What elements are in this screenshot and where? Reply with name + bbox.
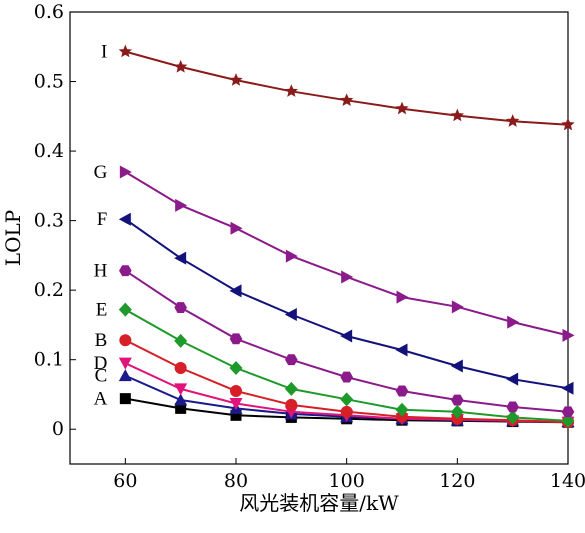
data-point: [285, 249, 298, 263]
series-label-H: H: [94, 261, 108, 282]
data-point: [506, 410, 520, 425]
data-point: [175, 402, 187, 414]
data-point: [285, 398, 298, 411]
data-point: [561, 406, 575, 418]
data-point: [506, 372, 519, 386]
data-point: [395, 343, 408, 357]
y-tick-label: 0.6: [34, 1, 64, 23]
data-point: [230, 384, 242, 397]
y-tick-label: 0.1: [34, 349, 64, 371]
x-tick-label: 100: [329, 470, 365, 492]
series-G: [119, 165, 575, 342]
data-point: [562, 328, 575, 342]
data-point: [284, 381, 298, 396]
y-tick-label: 0: [52, 418, 64, 440]
series-F: [118, 212, 574, 395]
data-point: [119, 265, 132, 277]
data-point: [229, 284, 242, 298]
data-point: [561, 117, 575, 131]
data-point: [119, 165, 132, 179]
data-point: [119, 393, 131, 405]
series-label-B: B: [95, 330, 108, 351]
y-tick-label: 0.2: [34, 279, 64, 301]
series-label-C: C: [95, 366, 108, 387]
y-tick-label: 0.5: [34, 71, 64, 93]
x-tick-label: 60: [113, 470, 137, 492]
plot-frame: [69, 11, 569, 465]
data-point: [451, 394, 464, 406]
data-point: [174, 393, 188, 406]
series-B: [119, 334, 574, 429]
data-point: [229, 333, 243, 345]
data-point: [284, 84, 298, 97]
x-tick-label: 120: [439, 470, 475, 492]
data-point: [450, 359, 463, 373]
data-point: [118, 369, 132, 382]
data-point: [340, 392, 354, 407]
data-point: [285, 354, 298, 366]
data-point: [340, 371, 353, 383]
series-label-A: A: [94, 389, 108, 410]
data-point: [450, 404, 464, 419]
axis-ticks: 60 80 100 120 140 0 0.1 0.2 0.3 0.4 0.5 0.6: [34, 1, 585, 492]
data-point: [118, 302, 132, 317]
data-point: [230, 409, 242, 421]
data-point: [506, 114, 520, 127]
data-point: [229, 361, 243, 376]
data-point: [340, 405, 353, 418]
data-point: [118, 212, 131, 226]
series-label-I: I: [101, 42, 107, 63]
y-tick-label: 0.3: [34, 210, 64, 232]
data-point: [507, 315, 520, 329]
series-line: [124, 269, 569, 413]
y-axis-title: LOLP: [1, 210, 25, 266]
series-label-G: G: [94, 162, 108, 183]
series-I: [118, 44, 575, 131]
data-point: [118, 357, 132, 370]
data-point: [395, 385, 409, 397]
data-point: [174, 302, 187, 313]
data-point: [284, 307, 297, 321]
series-line: [124, 218, 569, 390]
data-point: [395, 101, 409, 115]
data-point: [175, 198, 188, 212]
x-tick-label: 140: [550, 470, 585, 492]
series-group: [118, 44, 575, 429]
data-point: [174, 251, 187, 265]
data-point: [229, 398, 243, 411]
data-point: [340, 329, 353, 343]
series-label-E: E: [96, 300, 108, 321]
data-point: [119, 334, 132, 347]
data-point: [174, 59, 188, 73]
data-point: [506, 401, 519, 413]
data-point: [174, 333, 188, 348]
data-point: [341, 270, 354, 284]
data-point: [174, 362, 187, 375]
data-point: [229, 73, 243, 86]
series-label-D: D: [94, 353, 108, 374]
data-point: [395, 402, 409, 417]
data-point: [561, 381, 574, 395]
data-point: [396, 290, 409, 304]
data-point: [450, 108, 464, 122]
x-axis-title: 风光装机容量/kW: [239, 491, 399, 515]
data-point: [230, 221, 243, 235]
data-point: [118, 44, 132, 58]
data-point: [340, 93, 354, 106]
series-E: [118, 302, 575, 428]
y-tick-label: 0.4: [34, 140, 64, 162]
data-point: [451, 300, 464, 314]
series-line: [125, 50, 569, 126]
data-point: [174, 383, 188, 396]
x-tick-label: 80: [224, 470, 248, 492]
series-label-F: F: [97, 209, 108, 230]
data-point: [561, 413, 575, 428]
series-line: [124, 171, 569, 337]
series-H: [119, 265, 575, 418]
